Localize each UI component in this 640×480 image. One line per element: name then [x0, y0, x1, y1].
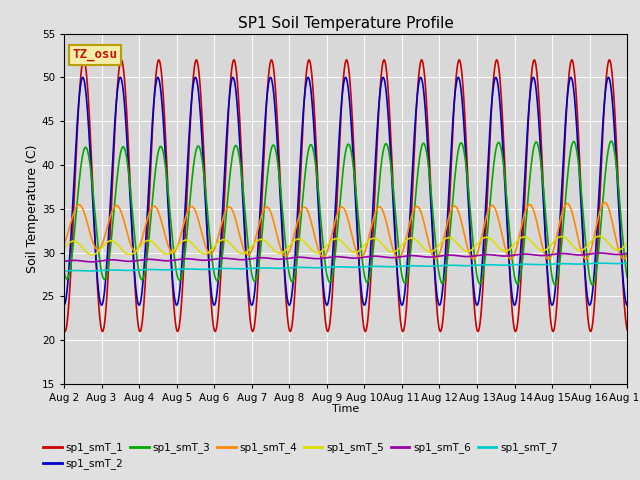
sp1_smT_5 — [589, 236, 597, 242]
sp1_smT_4 — [623, 251, 631, 256]
sp1_smT_6 — [574, 252, 582, 258]
sp1_smT_6 — [623, 251, 631, 256]
Text: TZ_osu: TZ_osu — [72, 48, 118, 61]
sp1_smT_7 — [509, 262, 517, 268]
sp1_smT_4 — [601, 200, 609, 205]
sp1_smT_5 — [362, 240, 370, 246]
Legend: sp1_smT_1, sp1_smT_2, sp1_smT_3, sp1_smT_4, sp1_smT_5, sp1_smT_6, sp1_smT_7: sp1_smT_1, sp1_smT_2, sp1_smT_3, sp1_smT… — [39, 438, 563, 474]
sp1_smT_5 — [623, 240, 631, 246]
sp1_smT_4 — [509, 254, 517, 260]
sp1_smT_4 — [545, 256, 552, 262]
sp1_smT_6 — [509, 252, 517, 258]
sp1_smT_6 — [362, 254, 370, 260]
sp1_smT_5 — [574, 247, 582, 252]
sp1_smT_2 — [574, 140, 582, 145]
sp1_smT_1 — [399, 328, 406, 334]
Line: sp1_smT_1: sp1_smT_1 — [64, 60, 627, 331]
Y-axis label: Soil Temperature (C): Soil Temperature (C) — [26, 144, 39, 273]
sp1_smT_7 — [589, 261, 597, 266]
sp1_smT_2 — [60, 302, 68, 308]
sp1_smT_3 — [573, 152, 581, 157]
sp1_smT_6 — [589, 251, 597, 256]
sp1_smT_7 — [362, 264, 370, 270]
Line: sp1_smT_4: sp1_smT_4 — [64, 203, 627, 259]
sp1_smT_3 — [623, 275, 631, 280]
Line: sp1_smT_6: sp1_smT_6 — [64, 253, 627, 262]
Line: sp1_smT_2: sp1_smT_2 — [64, 77, 627, 305]
sp1_smT_3 — [509, 264, 517, 270]
sp1_smT_2 — [589, 282, 597, 288]
sp1_smT_1 — [574, 121, 582, 127]
sp1_smT_4 — [362, 246, 370, 252]
sp1_smT_3 — [589, 282, 596, 288]
sp1_smT_7 — [573, 261, 581, 267]
sp1_smT_4 — [374, 204, 382, 210]
sp1_smT_2 — [218, 231, 225, 237]
sp1_smT_2 — [362, 298, 370, 303]
Line: sp1_smT_5: sp1_smT_5 — [64, 236, 627, 255]
sp1_smT_3 — [217, 263, 225, 269]
sp1_smT_3 — [362, 278, 370, 284]
sp1_smT_1 — [589, 312, 597, 318]
sp1_smT_6 — [60, 258, 68, 264]
sp1_smT_4 — [60, 241, 68, 247]
Line: sp1_smT_7: sp1_smT_7 — [64, 263, 627, 271]
sp1_smT_3 — [374, 193, 382, 199]
sp1_smT_1 — [510, 323, 518, 328]
sp1_smT_5 — [509, 242, 517, 248]
sp1_smT_1 — [217, 267, 225, 273]
sp1_smT_3 — [589, 281, 597, 287]
sp1_smT_4 — [589, 237, 597, 243]
sp1_smT_1 — [380, 57, 388, 63]
sp1_smT_6 — [374, 253, 382, 259]
sp1_smT_5 — [595, 233, 603, 239]
sp1_smT_6 — [596, 250, 604, 256]
sp1_smT_2 — [509, 300, 517, 306]
Line: sp1_smT_3: sp1_smT_3 — [64, 141, 627, 285]
sp1_smT_6 — [218, 255, 225, 261]
sp1_smT_5 — [60, 245, 68, 251]
sp1_smT_4 — [217, 223, 225, 228]
sp1_smT_7 — [217, 265, 225, 271]
sp1_smT_2 — [79, 74, 86, 80]
sp1_smT_7 — [623, 260, 631, 266]
sp1_smT_6 — [88, 259, 95, 265]
sp1_smT_3 — [607, 138, 615, 144]
sp1_smT_5 — [374, 237, 382, 243]
sp1_smT_4 — [574, 233, 582, 239]
sp1_smT_5 — [218, 238, 225, 243]
sp1_smT_1 — [60, 327, 68, 333]
sp1_smT_2 — [374, 109, 382, 115]
X-axis label: Time: Time — [332, 405, 359, 414]
sp1_smT_5 — [88, 252, 96, 258]
sp1_smT_1 — [374, 120, 382, 126]
sp1_smT_1 — [623, 327, 631, 333]
sp1_smT_3 — [60, 269, 68, 275]
sp1_smT_2 — [623, 302, 631, 308]
sp1_smT_7 — [60, 268, 68, 274]
Title: SP1 Soil Temperature Profile: SP1 Soil Temperature Profile — [237, 16, 454, 31]
sp1_smT_1 — [362, 328, 370, 334]
sp1_smT_7 — [374, 264, 382, 269]
